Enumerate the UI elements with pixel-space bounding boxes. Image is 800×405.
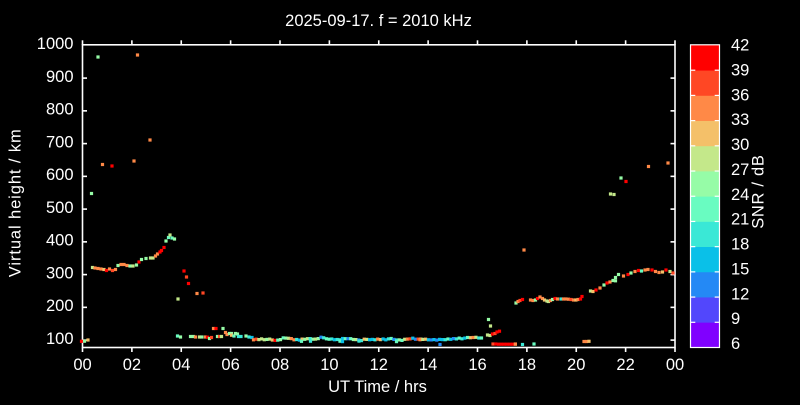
svg-text:400: 400 [46,232,74,250]
svg-text:18: 18 [518,356,536,374]
svg-text:00: 00 [666,356,684,374]
svg-text:200: 200 [46,297,74,315]
svg-text:27: 27 [731,161,749,179]
svg-text:12: 12 [731,285,749,303]
svg-text:6: 6 [731,335,740,353]
svg-text:300: 300 [46,264,74,282]
svg-text:15: 15 [731,261,749,279]
svg-text:500: 500 [46,199,74,217]
svg-text:02: 02 [123,356,141,374]
svg-text:800: 800 [46,101,74,119]
svg-text:SNR / dB: SNR / dB [750,154,768,228]
svg-text:08: 08 [271,356,289,374]
svg-text:22: 22 [616,356,634,374]
svg-text:1000: 1000 [37,35,74,53]
svg-text:16: 16 [468,356,486,374]
svg-text:UT Time / hrs: UT Time / hrs [328,378,427,396]
svg-text:10: 10 [320,356,338,374]
svg-text:Virtual height / km: Virtual height / km [7,128,25,277]
svg-text:42: 42 [731,37,749,55]
svg-text:00: 00 [73,356,91,374]
svg-text:24: 24 [731,186,749,204]
svg-text:600: 600 [46,166,74,184]
svg-text:39: 39 [731,61,749,79]
svg-text:12: 12 [370,356,388,374]
svg-text:20: 20 [567,356,585,374]
svg-text:18: 18 [731,236,749,254]
svg-text:900: 900 [46,68,74,86]
svg-text:14: 14 [419,356,437,374]
svg-text:100: 100 [46,330,74,348]
svg-text:33: 33 [731,111,749,129]
svg-text:06: 06 [221,356,239,374]
svg-text:04: 04 [172,356,190,374]
svg-text:2025-09-17. f = 2010 kHz: 2025-09-17. f = 2010 kHz [285,12,472,30]
svg-text:700: 700 [46,133,74,151]
svg-text:9: 9 [731,310,740,328]
svg-text:36: 36 [731,86,749,104]
svg-text:30: 30 [731,136,749,154]
svg-text:21: 21 [731,211,749,229]
